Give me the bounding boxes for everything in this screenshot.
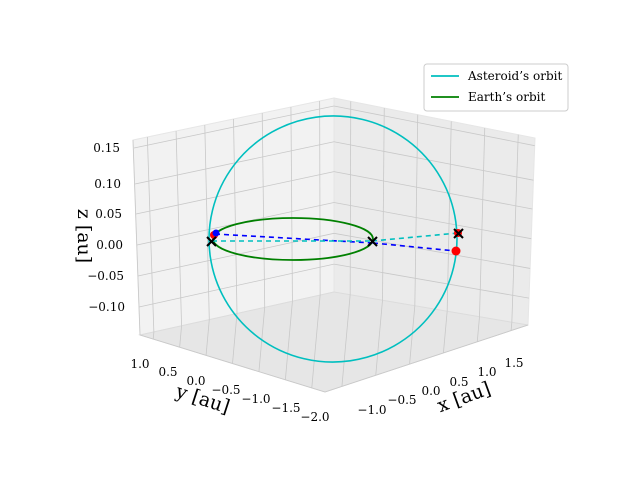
- grid-y-back-5: [290, 106, 293, 302]
- axis-edge-y: [139, 334, 326, 393]
- tick-label-y-5: −1.5: [271, 401, 300, 415]
- legend: Asteroid’s orbit Earth’s orbit: [423, 63, 569, 112]
- grid-x-back-3: [446, 121, 452, 312]
- tick-label-x-2: 0.0: [421, 384, 440, 398]
- grid-x-floor-4: [476, 316, 480, 342]
- tick-label-z-3: 0.00: [96, 238, 123, 252]
- tick-label-y-3: −0.5: [211, 383, 240, 397]
- legend-label-earth: Earth’s orbit: [468, 90, 545, 104]
- grid-y-back-0: [146, 136, 155, 332]
- tick-label-y-1: 0.5: [158, 365, 177, 379]
- marker-cross-right: [453, 228, 464, 239]
- grid-x-floor-2: [409, 305, 416, 365]
- grid-y-floor-5: [284, 301, 293, 380]
- marker-cross-left: [206, 236, 217, 247]
- tick-label-x-3: 0.5: [449, 375, 468, 389]
- tick-label-x-1: −0.5: [387, 393, 416, 407]
- tick-label-z-2: 0.05: [95, 207, 122, 221]
- grid-y-back-2: [204, 124, 210, 320]
- grid-z-right-1: [333, 141, 534, 181]
- grid-x-back-2: [414, 114, 419, 306]
- grid-x-back-5: [511, 134, 519, 323]
- grid-z-right-3: [333, 202, 532, 240]
- axis-edge-x: [324, 324, 529, 393]
- grid-y-floor-3: [232, 313, 238, 364]
- grid-y-back-4: [261, 112, 266, 308]
- grid-z-right-2: [333, 171, 533, 210]
- tick-label-z-1: 0.10: [94, 177, 121, 191]
- tick-label-y-4: −1.0: [241, 392, 270, 406]
- grid-x-floor-0: [341, 294, 351, 387]
- tick-label-x-4: 1.0: [477, 365, 496, 379]
- marker-cross-center: [367, 236, 378, 247]
- axis-edge-z: [132, 139, 141, 336]
- tick-label-z-0: 0.15: [93, 141, 120, 155]
- grid-y-floor-2: [205, 319, 210, 356]
- tick-label-y-0: 1.0: [130, 357, 149, 371]
- grid-x-floor-5: [510, 322, 513, 331]
- grid-y-back-3: [233, 118, 238, 314]
- tick-label-x-0: −1.0: [357, 403, 386, 417]
- grid-y-back-6: [319, 100, 321, 296]
- grid-x-back-4: [479, 127, 486, 317]
- tick-label-z-4: −0.05: [87, 269, 124, 283]
- grid-z-right-5: [333, 263, 530, 299]
- grid-z-right-4: [333, 232, 531, 269]
- tick-label-y-6: −2.0: [300, 410, 329, 424]
- grid-y-floor-1: [179, 325, 182, 348]
- legend-label-asteroid: Asteroid’s orbit: [467, 69, 562, 83]
- grid-x-back-0: [349, 101, 352, 295]
- marker-red-dot-right: [451, 246, 461, 256]
- back-pane-right: [333, 97, 536, 326]
- transfer-line-blue-2: [372, 242, 457, 252]
- grid-y-floor-6: [311, 295, 321, 388]
- asteroid-orbit: [208, 115, 458, 363]
- grid-y-floor-0: [152, 331, 155, 340]
- tick-label-z-5: −0.10: [88, 300, 125, 314]
- z-axis-label: z [au]: [73, 209, 95, 263]
- grid-x-back-1: [382, 107, 385, 301]
- grid-y-back-1: [175, 130, 182, 326]
- tick-labels: 0.150.100.050.00−0.05−0.10−1.0−0.50.00.5…: [87, 141, 523, 424]
- tick-label-y-2: 0.0: [186, 374, 205, 388]
- marker-blue-dot-left: [212, 229, 220, 237]
- grid-x-floor-3: [443, 311, 448, 353]
- tick-label-x-5: 1.5: [504, 356, 523, 370]
- grid-z-right-0: [333, 105, 535, 147]
- grid-x-floor-1: [375, 300, 383, 376]
